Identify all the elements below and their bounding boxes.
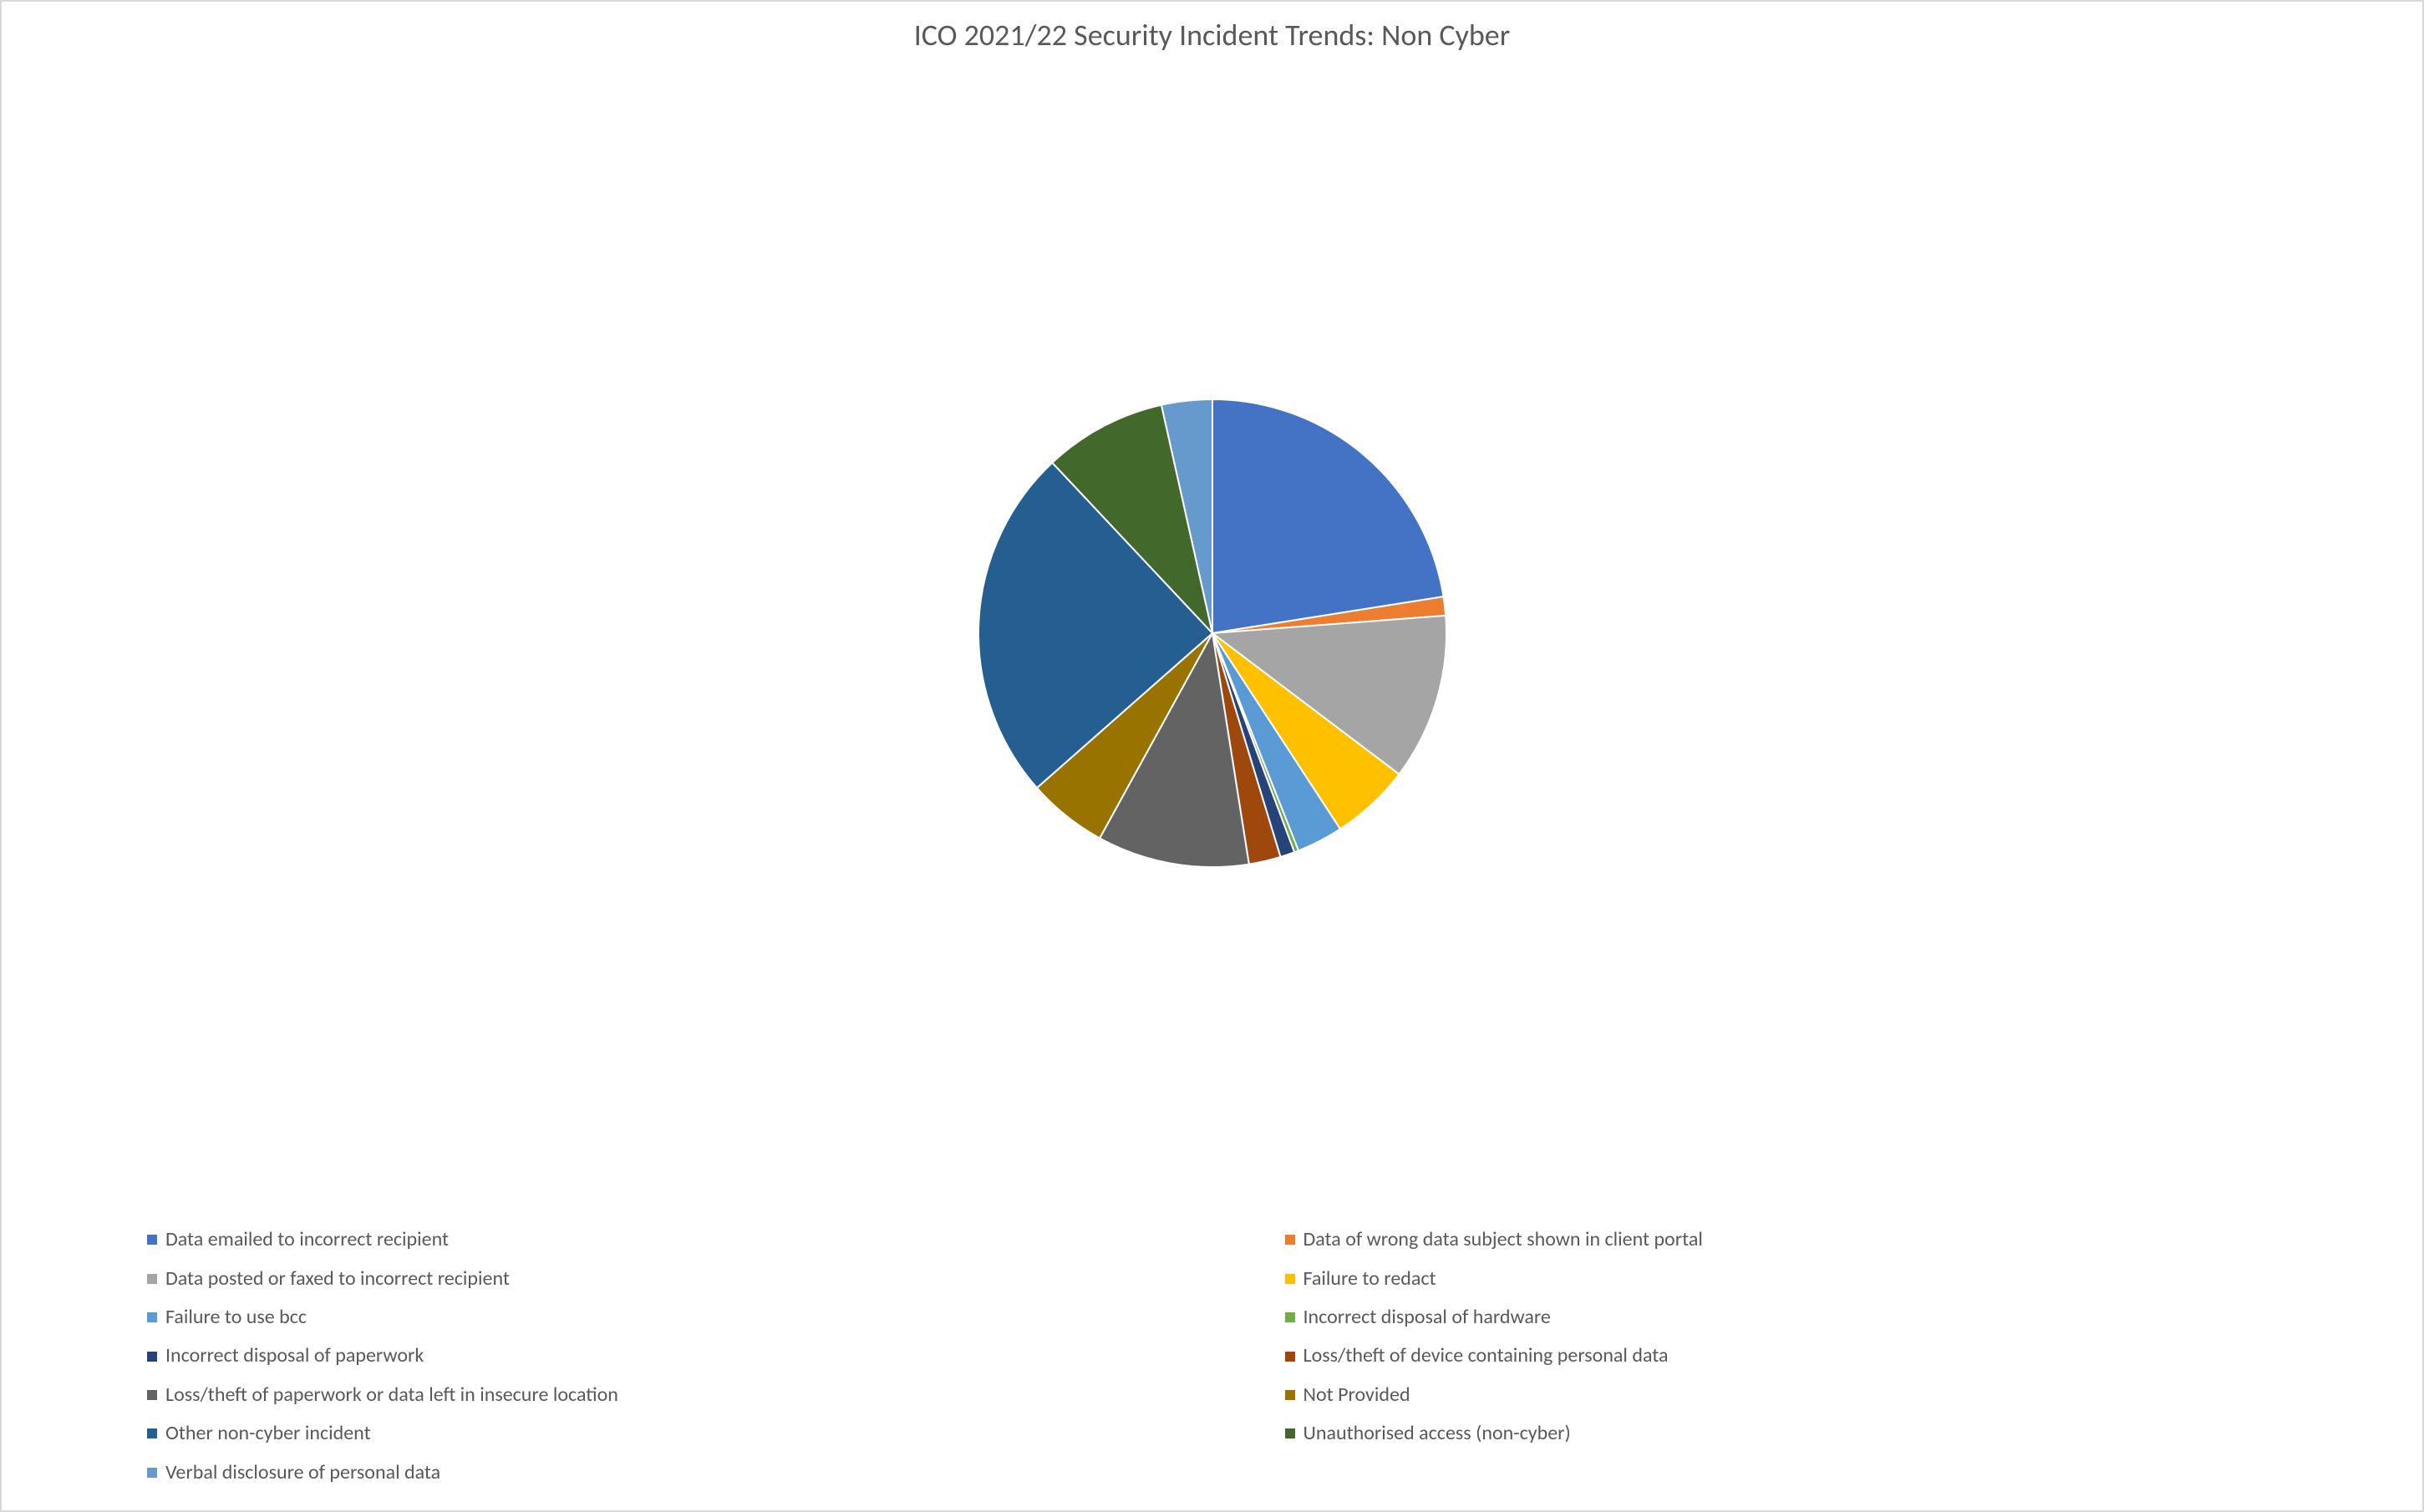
legend-item: Failure to redact (1285, 1268, 2370, 1290)
legend-swatch (147, 1390, 157, 1400)
legend-swatch (147, 1352, 157, 1362)
legend-item: Failure to use bcc (147, 1307, 1232, 1328)
legend-label: Not Provided (1303, 1384, 1410, 1406)
legend-item: Incorrect disposal of hardware (1285, 1307, 2370, 1328)
legend-swatch (1285, 1428, 1295, 1438)
legend-label: Other non-cyber incident (165, 1423, 371, 1444)
legend-label: Verbal disclosure of personal data (165, 1462, 440, 1484)
legend-label: Loss/theft of device containing personal… (1303, 1345, 1669, 1367)
pie-chart (975, 396, 1450, 875)
chart-plot-area (22, 57, 2402, 1214)
pie-svg (975, 396, 1450, 870)
legend-swatch (147, 1312, 157, 1322)
legend-swatch (1285, 1312, 1295, 1322)
legend-label: Data of wrong data subject shown in clie… (1303, 1229, 1703, 1251)
chart-title: ICO 2021/22 Security Incident Trends: No… (22, 17, 2402, 53)
legend-item: Loss/theft of device containing personal… (1285, 1345, 2370, 1367)
legend-item: Incorrect disposal of paperwork (147, 1345, 1232, 1367)
legend-item: Other non-cyber incident (147, 1423, 1232, 1444)
chart-container: ICO 2021/22 Security Incident Trends: No… (0, 0, 2424, 1512)
legend-item: Verbal disclosure of personal data (147, 1462, 1232, 1484)
legend-swatch (1285, 1390, 1295, 1400)
legend-item: Not Provided (1285, 1384, 2370, 1406)
legend-item: Data of wrong data subject shown in clie… (1285, 1229, 2370, 1251)
legend-swatch (1285, 1352, 1295, 1362)
legend-label: Incorrect disposal of hardware (1303, 1307, 1551, 1328)
legend-swatch (147, 1428, 157, 1438)
legend-swatch (1285, 1274, 1295, 1284)
legend-label: Loss/theft of paperwork or data left in … (165, 1384, 618, 1406)
legend-label: Data emailed to incorrect recipient (165, 1229, 449, 1251)
legend-item: Loss/theft of paperwork or data left in … (147, 1384, 1232, 1406)
legend-item: Unauthorised access (non-cyber) (1285, 1423, 2370, 1444)
legend-label: Failure to use bcc (165, 1307, 307, 1328)
legend-swatch (147, 1468, 157, 1478)
legend-swatch (147, 1235, 157, 1245)
legend-item: Data emailed to incorrect recipient (147, 1229, 1232, 1251)
pie-slice (1212, 399, 1444, 633)
legend-label: Failure to redact (1303, 1268, 1436, 1290)
legend: Data emailed to incorrect recipient Data … (22, 1214, 2402, 1490)
legend-label: Data posted or faxed to incorrect recipi… (165, 1268, 510, 1290)
legend-swatch (1285, 1235, 1295, 1245)
legend-label: Unauthorised access (non-cyber) (1303, 1423, 1571, 1444)
legend-item: Data posted or faxed to incorrect recipi… (147, 1268, 1232, 1290)
legend-swatch (147, 1274, 157, 1284)
legend-label: Incorrect disposal of paperwork (165, 1345, 424, 1367)
